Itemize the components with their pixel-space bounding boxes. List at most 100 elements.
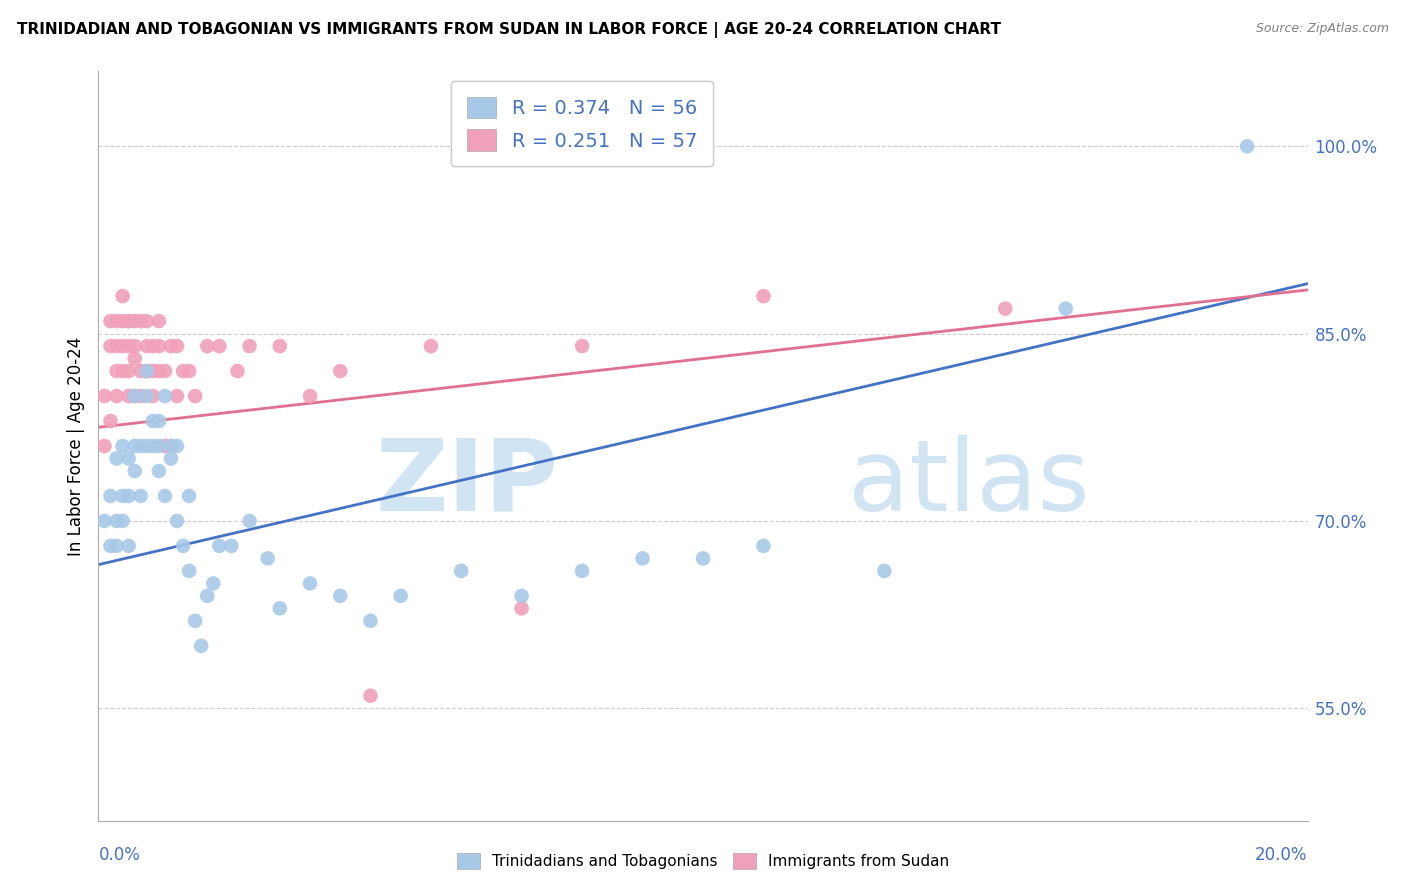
Point <box>269 339 291 353</box>
Point <box>111 364 134 378</box>
Point <box>105 339 128 353</box>
Point <box>105 514 128 528</box>
Point <box>93 439 115 453</box>
Point <box>208 339 231 353</box>
Point <box>118 539 141 553</box>
Point <box>239 339 262 353</box>
Point <box>571 564 593 578</box>
Point <box>124 314 146 328</box>
Point <box>166 439 188 453</box>
Point <box>299 389 322 403</box>
Point <box>100 489 122 503</box>
Point <box>118 489 141 503</box>
Point <box>124 389 146 403</box>
Point <box>221 539 243 553</box>
Point <box>118 389 141 403</box>
Point <box>571 339 593 353</box>
Point <box>105 364 128 378</box>
Point <box>148 364 170 378</box>
Point <box>135 314 157 328</box>
Text: Source: ZipAtlas.com: Source: ZipAtlas.com <box>1256 22 1389 36</box>
Point <box>111 339 134 353</box>
Point <box>994 301 1017 316</box>
Point <box>100 339 122 353</box>
Point <box>124 339 146 353</box>
Point <box>752 539 775 553</box>
Point <box>1054 301 1077 316</box>
Text: atlas: atlas <box>848 435 1090 532</box>
Point <box>135 364 157 378</box>
Point <box>118 314 141 328</box>
Point <box>269 601 291 615</box>
Point <box>111 489 134 503</box>
Point <box>153 389 176 403</box>
Point <box>105 314 128 328</box>
Point <box>111 314 134 328</box>
Point <box>160 439 183 453</box>
Point <box>124 464 146 478</box>
Point <box>142 414 165 428</box>
Text: TRINIDADIAN AND TOBAGONIAN VS IMMIGRANTS FROM SUDAN IN LABOR FORCE | AGE 20-24 C: TRINIDADIAN AND TOBAGONIAN VS IMMIGRANTS… <box>17 22 1001 38</box>
Point <box>179 564 201 578</box>
Point <box>208 539 231 553</box>
Point <box>124 439 146 453</box>
Point <box>692 551 714 566</box>
Point <box>184 389 207 403</box>
Point <box>148 439 170 453</box>
Point <box>118 339 141 353</box>
Point <box>239 514 262 528</box>
Point <box>360 614 382 628</box>
Point <box>153 439 176 453</box>
Y-axis label: In Labor Force | Age 20-24: In Labor Force | Age 20-24 <box>66 336 84 556</box>
Point <box>111 514 134 528</box>
Point <box>226 364 249 378</box>
Point <box>631 551 654 566</box>
Legend: Trinidadians and Tobagonians, Immigrants from Sudan: Trinidadians and Tobagonians, Immigrants… <box>451 847 955 875</box>
Point <box>510 589 533 603</box>
Point <box>142 389 165 403</box>
Point <box>135 364 157 378</box>
Point <box>148 414 170 428</box>
Point <box>124 351 146 366</box>
Point <box>135 364 157 378</box>
Point <box>118 364 141 378</box>
Text: 20.0%: 20.0% <box>1256 846 1308 863</box>
Point <box>160 439 183 453</box>
Point <box>142 364 165 378</box>
Point <box>142 439 165 453</box>
Point <box>142 339 165 353</box>
Point <box>93 514 115 528</box>
Point <box>184 614 207 628</box>
Point <box>105 451 128 466</box>
Text: ZIP: ZIP <box>375 435 558 532</box>
Point <box>256 551 278 566</box>
Point <box>100 414 122 428</box>
Point <box>510 601 533 615</box>
Point <box>93 389 115 403</box>
Point <box>389 589 412 603</box>
Point <box>752 289 775 303</box>
Point <box>100 314 122 328</box>
Point <box>124 389 146 403</box>
Point <box>166 389 188 403</box>
Point <box>360 689 382 703</box>
Point <box>100 539 122 553</box>
Point <box>153 364 176 378</box>
Point <box>329 364 352 378</box>
Point <box>179 489 201 503</box>
Point <box>153 489 176 503</box>
Point <box>172 364 194 378</box>
Point <box>135 439 157 453</box>
Point <box>195 339 218 353</box>
Point <box>129 389 152 403</box>
Point <box>105 539 128 553</box>
Point <box>129 314 152 328</box>
Point <box>166 514 188 528</box>
Point <box>1236 139 1258 153</box>
Point <box>299 576 322 591</box>
Text: 0.0%: 0.0% <box>98 846 141 863</box>
Point <box>873 564 896 578</box>
Point <box>190 639 212 653</box>
Point <box>148 464 170 478</box>
Point <box>111 289 134 303</box>
